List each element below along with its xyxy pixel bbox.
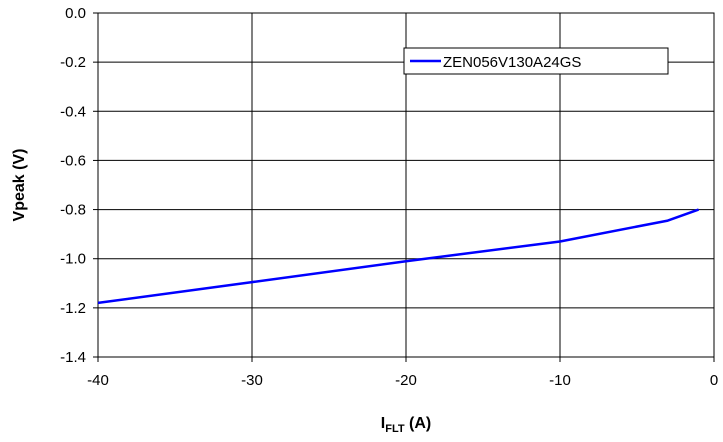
- y-tick-label: 0.0: [65, 5, 86, 22]
- x-tick-label: -20: [395, 372, 417, 389]
- x-tick-label: -40: [87, 372, 109, 389]
- y-tick-label: -1.0: [60, 251, 86, 268]
- x-axis-title: IFLT (A): [381, 415, 431, 435]
- y-axis-title: Vpeak (V): [11, 149, 28, 222]
- x-tick-label: 0: [710, 372, 718, 389]
- y-tick-label: -0.2: [60, 54, 86, 71]
- legend-entry-label: ZEN056V130A24GS: [443, 54, 581, 71]
- x-axis-title-main: I: [381, 415, 385, 432]
- legend-box: [403, 47, 669, 75]
- y-tick-label: -0.8: [60, 202, 86, 219]
- y-tick-label: -0.6: [60, 152, 86, 169]
- x-axis-title-unit: (A): [405, 415, 432, 432]
- series-layer: [97, 208, 700, 305]
- y-tick-label: -1.2: [60, 300, 86, 317]
- legend: ZEN056V130A24GS: [403, 47, 669, 75]
- y-tick-label: -1.4: [60, 349, 86, 366]
- series-line: [97, 208, 700, 305]
- y-tick-label: -0.4: [60, 103, 86, 120]
- y-axis-ticks: 0.0 -0.2 -0.4 -0.6 -0.8 -1.0 -1.2 -1.4: [60, 5, 98, 366]
- x-tick-label: -10: [549, 372, 571, 389]
- x-axis-title-subscript: FLT: [385, 423, 405, 435]
- x-axis-ticks: -40 -30 -20 -10 0: [87, 357, 718, 389]
- x-tick-label: -30: [241, 372, 263, 389]
